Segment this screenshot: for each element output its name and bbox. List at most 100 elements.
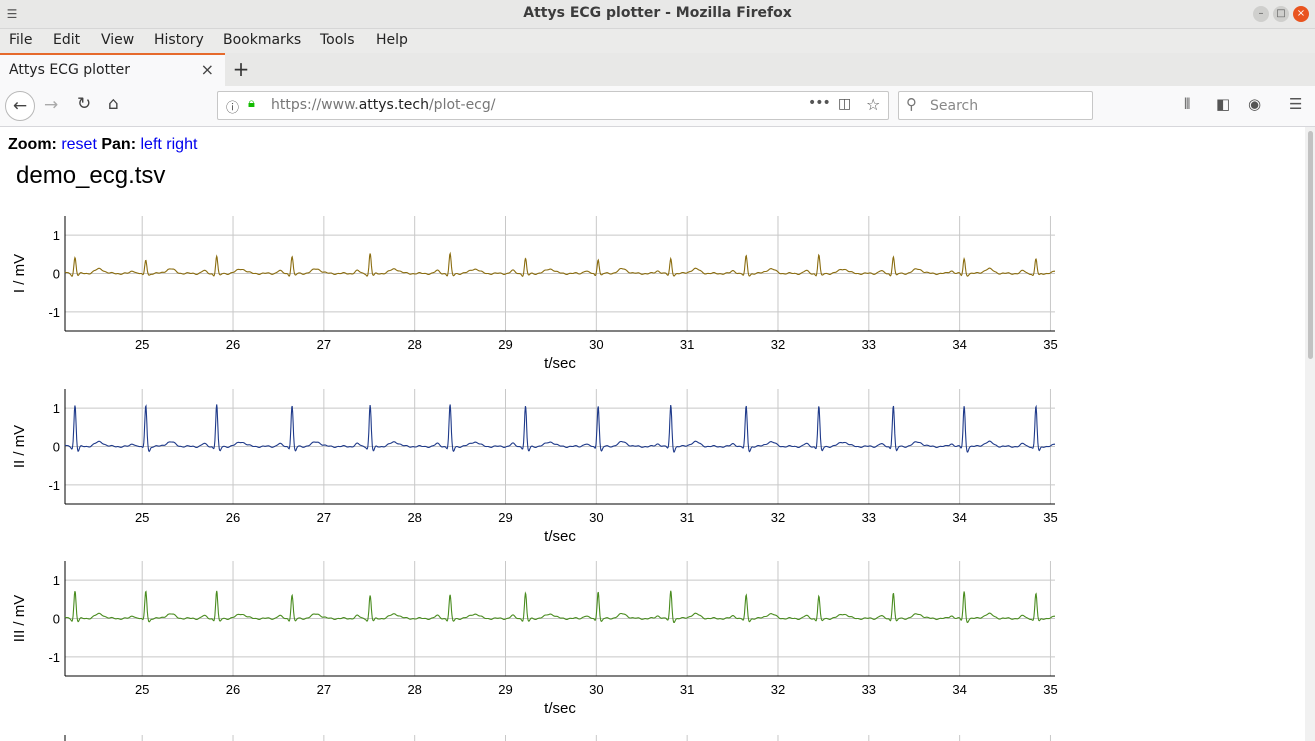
x-tick-label: 30 [589,510,603,525]
x-tick-label: 34 [952,510,966,525]
x-tick-label: 31 [680,682,694,697]
new-tab-button[interactable]: + [232,57,250,81]
ecg-plot-lead-i[interactable]: 25 26 27 28 29 30 31 32 33 34 35 1 0 -1 t/sec I / mV [0,213,1080,383]
x-tick-label: 26 [226,337,240,352]
y-axis-label: II / mV [11,425,28,468]
account-icon[interactable]: ◉ [1248,95,1262,113]
zoom-pan-controls: Zoom: reset Pan: left right [8,136,197,154]
menu-bar: File Edit View History Bookmarks Tools H… [0,29,1315,53]
zoom-reset-link[interactable]: reset [61,136,97,153]
url-bar[interactable]: ⓘ 🔒︎ https://www.attys.tech/plot-ecg/ ••… [217,91,889,120]
minimize-icon[interactable]: – [1253,6,1269,22]
ecg-plot-svg[interactable]: 25 26 27 28 29 30 31 32 33 34 35 1 0 -1 t/sec I / mV [0,213,1080,383]
x-tick-label: 28 [407,337,421,352]
y-tick-label: 1 [53,401,60,416]
x-tick-label: 33 [862,682,876,697]
y-axis-label: I / mV [11,254,28,293]
file-name-heading: demo_ecg.tsv [16,162,166,189]
window-menu-icon[interactable]: ☰ [6,7,18,21]
next-plot-svg [64,735,1051,741]
tab-attys-ecg-plotter[interactable]: Attys ECG plotter × [0,53,225,86]
menu-edit[interactable]: Edit [53,32,81,48]
ecg-plot-svg[interactable]: 25 26 27 28 29 30 31 32 33 34 35 1 0 -1 t/sec III / mV [0,558,1080,728]
x-tick-label: 35 [1043,510,1057,525]
url-text: https://www.attys.tech/plot-ecg/ [271,97,495,113]
reload-button[interactable]: ↻ [77,94,92,114]
pan-label: Pan: [101,136,137,153]
page-scrollbar[interactable] [1305,127,1315,741]
pocket-icon[interactable]: ◫ [838,96,852,112]
hamburger-menu-icon[interactable]: ☰ [1289,95,1303,113]
x-axis-label: t/sec [544,355,576,372]
x-tick-label: 29 [498,337,512,352]
back-button[interactable]: ← [5,91,35,121]
x-tick-label: 30 [589,337,603,352]
x-tick-label: 35 [1043,337,1057,352]
menu-file[interactable]: File [9,32,33,48]
menu-bookmarks[interactable]: Bookmarks [223,32,302,48]
x-axis-label: t/sec [544,700,576,717]
menu-view[interactable]: View [101,32,135,48]
sidebar-icon[interactable]: ◧ [1216,95,1231,113]
x-tick-label: 25 [135,337,149,352]
x-tick-label: 29 [498,682,512,697]
page-actions-icon[interactable]: ••• [808,95,831,111]
x-tick-label: 27 [317,337,331,352]
lock-icon: 🔒︎ [248,96,255,111]
x-tick-label: 30 [589,682,603,697]
page-content: Zoom: reset Pan: left right demo_ecg.tsv… [0,127,1305,741]
x-tick-label: 27 [317,682,331,697]
x-tick-label: 34 [952,682,966,697]
x-tick-label: 33 [862,337,876,352]
y-tick-label: -1 [48,650,60,665]
search-icon: ⚲ [906,95,917,113]
url-prefix: https://www. [271,97,359,113]
x-tick-label: 32 [771,510,785,525]
ecg-plot-lead-ii[interactable]: 25 26 27 28 29 30 31 32 33 34 35 1 0 -1 t/sec II / mV [0,386,1080,556]
pan-right-link[interactable]: right [166,136,198,153]
search-bar[interactable]: ⚲ Search [898,91,1093,120]
home-button[interactable]: ⌂ [108,94,119,114]
tab-close-icon[interactable]: × [200,60,214,79]
y-tick-label: 1 [53,228,60,243]
library-icon[interactable]: ⫴ [1184,95,1191,113]
x-axis-label: t/sec [544,528,576,545]
close-window-icon[interactable]: × [1293,6,1309,22]
ecg-trace [64,590,1055,624]
y-tick-label: 0 [53,267,60,282]
x-tick-label: 31 [680,510,694,525]
x-tick-label: 35 [1043,682,1057,697]
menu-history[interactable]: History [154,32,204,48]
x-tick-label: 32 [771,682,785,697]
window-titlebar: ☰ Attys ECG plotter - Mozilla Firefox – … [0,0,1315,29]
scrollbar-thumb[interactable] [1308,131,1313,359]
bookmark-star-icon[interactable]: ☆ [866,95,881,114]
y-tick-label: -1 [48,305,60,320]
x-tick-label: 33 [862,510,876,525]
navigation-toolbar: ← → ↻ ⌂ ⓘ 🔒︎ https://www.attys.tech/plot… [0,86,1315,127]
maximize-icon[interactable]: □ [1273,6,1289,22]
x-tick-label: 31 [680,337,694,352]
menu-tools[interactable]: Tools [320,32,355,48]
site-info-icon[interactable]: ⓘ [226,101,240,116]
window-title: Attys ECG plotter - Mozilla Firefox [523,5,792,21]
x-tick-label: 28 [407,682,421,697]
y-tick-label: 1 [53,573,60,588]
y-tick-label: -1 [48,478,60,493]
x-tick-label: 27 [317,510,331,525]
menu-help[interactable]: Help [376,32,408,48]
x-tick-label: 26 [226,510,240,525]
ecg-plot-next-partial [0,733,1080,741]
forward-button[interactable]: → [44,95,59,115]
ecg-plot-svg[interactable]: 25 26 27 28 29 30 31 32 33 34 35 1 0 -1 t/sec II / mV [0,386,1080,556]
url-host: attys.tech [358,97,429,113]
url-path: /plot-ecg/ [428,97,496,113]
pan-left-link[interactable]: left [140,136,162,153]
zoom-label: Zoom: [8,136,57,153]
x-tick-label: 26 [226,682,240,697]
tab-bar: Attys ECG plotter × + [0,53,1315,87]
ecg-plot-lead-iii[interactable]: 25 26 27 28 29 30 31 32 33 34 35 1 0 -1 t/sec III / mV [0,558,1080,728]
x-tick-label: 28 [407,510,421,525]
x-tick-label: 34 [952,337,966,352]
y-tick-label: 0 [53,440,60,455]
